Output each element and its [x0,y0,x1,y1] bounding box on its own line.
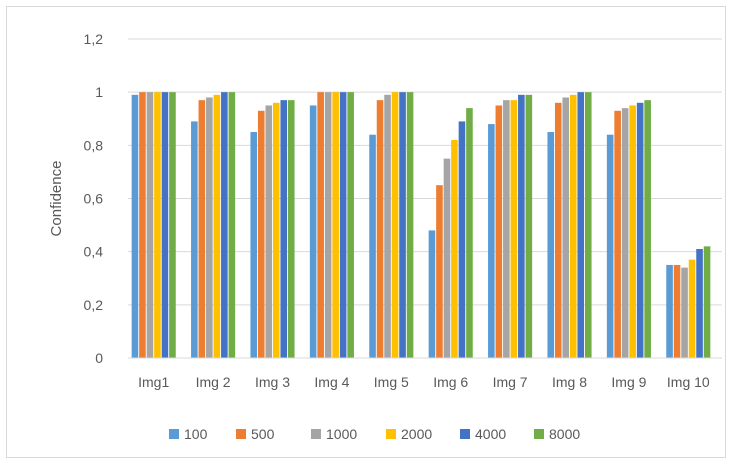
legend-label: 2000 [401,426,432,442]
bar [347,92,354,359]
bar [198,100,206,358]
bar [228,92,236,359]
bar-chart: 00,20,40,60,811,2 Img1 Img 2 Img 3 Img 4 Img… [48,31,722,442]
bar [703,246,711,358]
x-category-label: Img 6 [433,374,468,390]
legend-label: 8000 [549,426,580,442]
bar [621,108,629,359]
bar [191,121,198,358]
bar [562,97,570,358]
y-axis-title: Confidence [48,161,65,237]
bar [265,105,273,359]
bar [399,92,406,359]
bar [369,134,376,358]
bar [391,92,399,359]
x-category-label: Img1 [138,374,169,390]
bar [466,108,473,359]
bar [257,110,265,358]
bar [629,105,636,359]
bar [636,102,644,358]
bar [161,92,169,359]
y-tick-label: 0,8 [84,137,104,153]
x-category-label: Img 9 [611,374,646,390]
x-category-label: Img 7 [493,374,528,390]
bar [606,134,614,358]
bar [332,92,339,359]
bar [577,92,585,359]
legend-label: 100 [184,426,208,442]
legend-label: 500 [251,426,275,442]
bar [495,105,503,359]
bar [317,92,324,359]
bar [287,100,295,358]
legend-swatch [169,429,179,439]
y-tick-label: 1,2 [84,31,104,47]
y-tick-label: 0,2 [84,297,104,313]
bar [451,140,458,358]
legend-swatch [386,429,396,439]
legend-swatch [534,429,544,439]
bar [309,105,317,359]
legend-swatch [311,429,321,439]
x-category-label: Img 4 [314,374,349,390]
bar [436,185,443,358]
bar [443,158,451,359]
bar [696,249,703,358]
y-tick-label: 0,6 [84,191,104,207]
y-axis-ticks: 0 0,2 0,4 0,6 0,8 1 1,2 [84,31,104,366]
x-category-label: Img 2 [196,374,231,390]
bar [488,124,495,358]
bar [584,92,592,359]
bar [547,132,555,358]
bar [376,100,384,358]
bar [569,94,577,358]
bar [169,92,176,359]
bars [131,92,711,359]
bar [221,92,228,359]
legend-swatch [236,429,246,439]
bar [154,92,161,359]
bar [428,230,436,358]
bar [681,267,688,358]
bar [280,100,288,358]
bar [518,94,525,358]
bar [131,94,139,358]
x-category-label: Img 3 [255,374,290,390]
bar [614,110,621,358]
bar [384,94,391,358]
bar [206,97,213,358]
bar [666,264,673,358]
legend-label: 1000 [326,426,357,442]
bar [406,92,414,359]
legend-swatch [460,429,470,439]
bar [503,100,510,358]
bar [644,100,651,358]
bar [139,92,146,359]
bar [688,259,696,358]
x-category-label: Img 8 [552,374,587,390]
y-tick-label: 0 [95,350,103,366]
bar [213,94,221,358]
legend: 100 500 1000 2000 4000 8000 [169,426,580,442]
bar [673,264,681,358]
x-category-label: Img 10 [667,374,710,390]
x-axis-category-labels: Img1 Img 2 Img 3 Img 4 Img 5 Img 6 Img 7 Img 8 I… [138,374,710,390]
bar [146,92,154,359]
x-category-label: Img 5 [374,374,409,390]
bar [324,92,332,359]
chart-frame: 0 0,2 0,4 0,6 0,8 1 1,2 Img1 Img 2 Img 3 Img 4 Img… [6,6,726,458]
bar [458,121,466,358]
bar [272,102,280,358]
y-tick-label: 0,4 [84,244,104,260]
y-tick-label: 1 [95,84,103,100]
bar [339,92,347,359]
legend-label: 4000 [475,426,506,442]
bar [250,132,258,358]
bar [554,102,562,358]
bar [510,100,518,358]
bar [525,94,533,358]
